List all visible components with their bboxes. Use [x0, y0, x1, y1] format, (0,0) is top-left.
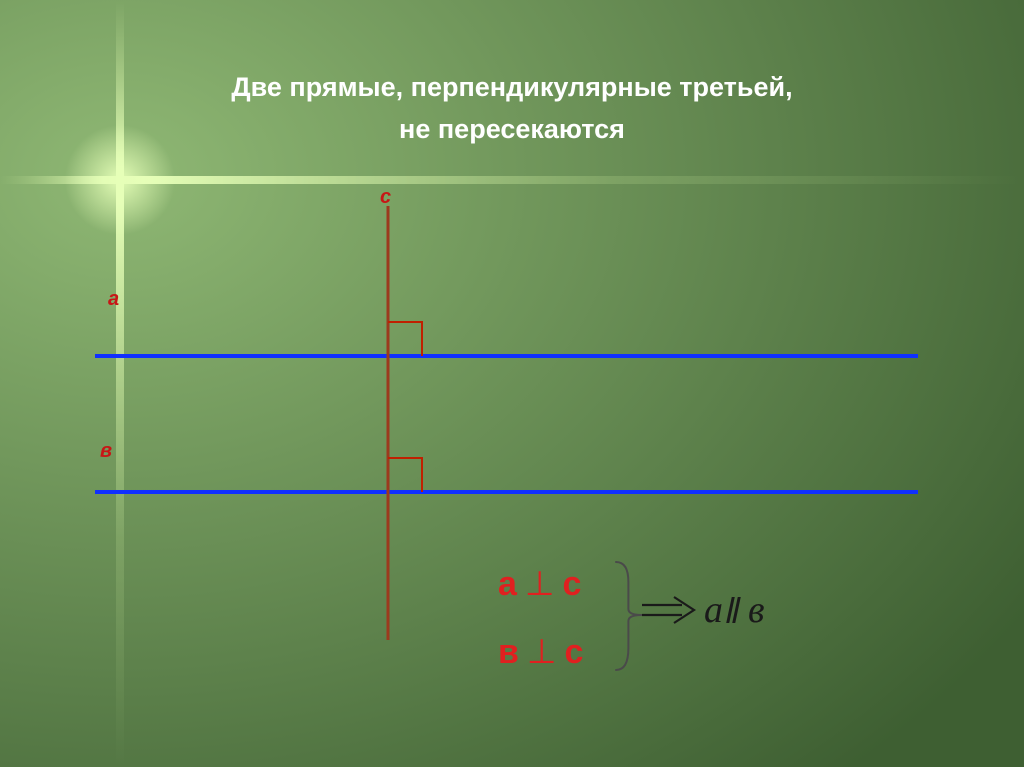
label-c: с — [380, 186, 391, 209]
stmt-var-c: с — [563, 565, 582, 604]
perpendicular-mark-b — [388, 458, 422, 492]
stmt-var-c: с — [565, 633, 584, 672]
perpendicular-symbol: ⊥ — [527, 632, 557, 672]
impl-var-a: а — [704, 588, 723, 632]
perpendicular-symbol: ⊥ — [525, 564, 555, 604]
statement-b-perp-c: в ⊥ с — [498, 632, 583, 672]
statement-a-perp-c: а ⊥ с — [498, 564, 581, 604]
implication-a-parallel-b: а в — [640, 588, 765, 632]
impl-var-b: в — [748, 588, 765, 632]
parallel-symbol — [729, 596, 738, 624]
stmt-var-a: а — [498, 565, 517, 604]
title-line-1: Две прямые, перпендикулярные третьей, — [0, 72, 1024, 103]
stmt-var-b: в — [498, 633, 519, 672]
implies-arrow-icon — [640, 595, 698, 625]
perpendicular-mark-a — [388, 322, 422, 356]
label-a: а — [108, 288, 119, 311]
label-b: в — [100, 440, 112, 463]
title-line-2: не пересекаются — [0, 114, 1024, 145]
